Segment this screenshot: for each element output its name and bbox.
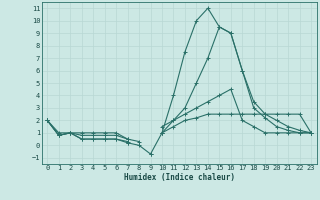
- X-axis label: Humidex (Indice chaleur): Humidex (Indice chaleur): [124, 173, 235, 182]
